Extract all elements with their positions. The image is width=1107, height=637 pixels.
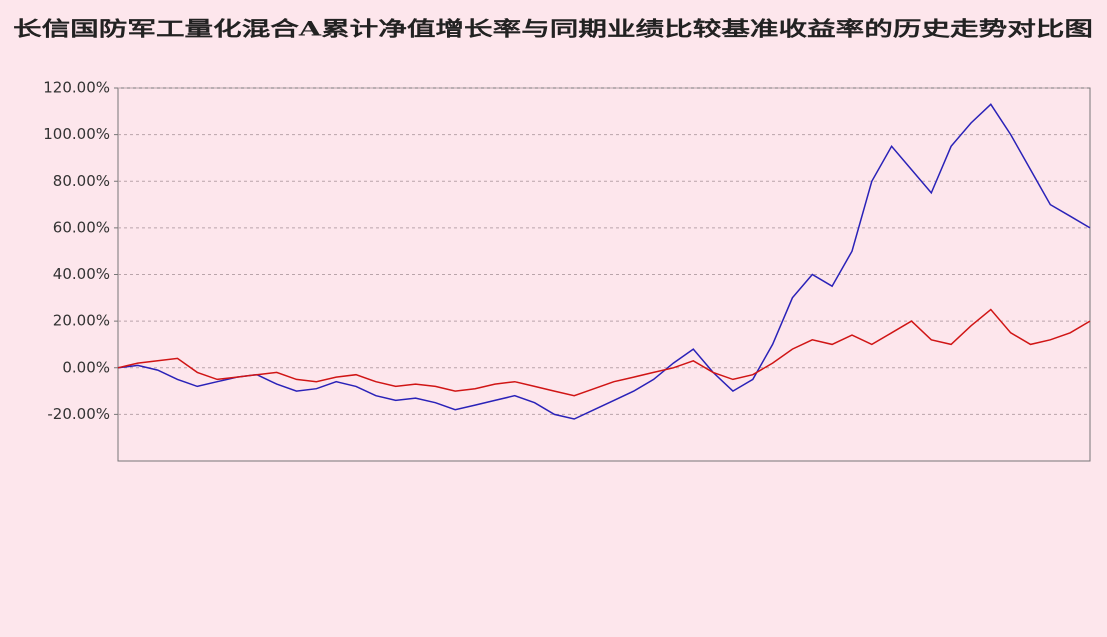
series-line bbox=[117, 103, 1091, 420]
y-tick-label: 0.00% bbox=[62, 358, 110, 376]
y-tick-label: 40.00% bbox=[53, 265, 110, 283]
y-tick-label: 60.00% bbox=[53, 218, 110, 236]
series-line bbox=[117, 308, 1091, 397]
y-tick-label: 120.00% bbox=[43, 79, 110, 97]
y-tick-label: 100.00% bbox=[43, 125, 110, 143]
y-tick-label: -20.00% bbox=[47, 405, 110, 423]
y-tick-label: 20.00% bbox=[53, 312, 110, 330]
y-tick-label: 80.00% bbox=[53, 172, 110, 190]
chart-title: 长信国防军工量化混合A累计净值增长率与同期业绩比较基准收益率的历史走势对比图 bbox=[13, 17, 1093, 41]
